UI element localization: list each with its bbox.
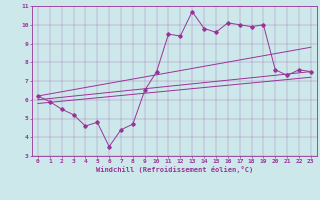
X-axis label: Windchill (Refroidissement éolien,°C): Windchill (Refroidissement éolien,°C) <box>96 166 253 173</box>
